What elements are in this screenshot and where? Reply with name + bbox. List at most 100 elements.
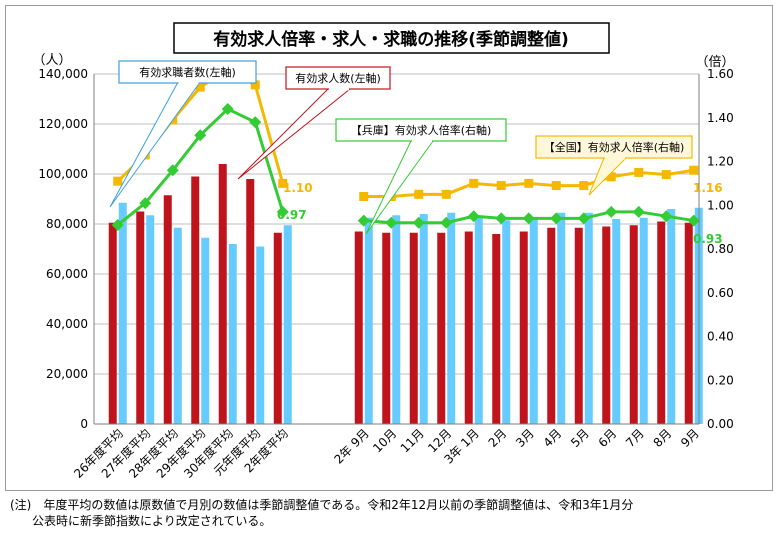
series-point bbox=[195, 82, 205, 92]
footnote: (注) 年度平均の数値は原数値で月別の数値は季節調整値である。令和2年12月以前… bbox=[10, 497, 775, 529]
series-point bbox=[689, 165, 699, 175]
x-tick-label: 10月 bbox=[370, 426, 399, 455]
bar-seekers bbox=[529, 219, 538, 424]
title-box bbox=[173, 22, 610, 54]
series-point bbox=[550, 212, 563, 225]
bar-offers bbox=[492, 234, 501, 424]
series-point bbox=[441, 189, 451, 199]
series-point bbox=[359, 192, 369, 201]
right-tick-label: 1.20 bbox=[707, 155, 734, 169]
bar-offers bbox=[437, 232, 446, 424]
series-point bbox=[551, 181, 561, 191]
series-line bbox=[116, 107, 285, 227]
series-point bbox=[467, 210, 480, 223]
footnote-line-2: 公表時に新季節指数により改定されている。 bbox=[32, 514, 272, 528]
series-point bbox=[166, 164, 179, 177]
left-tick-label: 60,000 bbox=[46, 267, 88, 281]
series-point bbox=[221, 103, 234, 115]
series-point bbox=[632, 205, 645, 218]
series-point bbox=[634, 167, 644, 177]
value-label-hyogo-last: 0.93 bbox=[693, 232, 723, 246]
x-tick-label: 3月 bbox=[513, 426, 537, 450]
right-tick-label: 1.60 bbox=[707, 67, 734, 81]
series-point bbox=[605, 205, 618, 218]
value-label-hyogo-fy: 0.97 bbox=[277, 208, 307, 222]
series-point bbox=[276, 205, 289, 218]
x-tick-label: 7月 bbox=[623, 426, 647, 450]
bar-seekers bbox=[283, 225, 292, 424]
axes bbox=[93, 74, 700, 425]
bar-offers bbox=[163, 195, 172, 424]
series-point bbox=[440, 216, 453, 229]
bar-seekers bbox=[256, 246, 265, 424]
bar-offers bbox=[602, 226, 611, 424]
value-label-national-last: 1.16 bbox=[693, 181, 723, 195]
x-tick-label: 11月 bbox=[398, 426, 427, 455]
left-tick-label: 100,000 bbox=[38, 167, 88, 181]
series-point bbox=[249, 116, 262, 129]
callout-seekers-joint bbox=[178, 81, 199, 85]
bar-seekers bbox=[228, 244, 237, 424]
left-tick-label: 140,000 bbox=[38, 67, 88, 81]
series-point bbox=[414, 189, 424, 199]
bar-offers bbox=[218, 164, 227, 424]
callout-hyogo-label: 【兵庫】有効求人倍率(右軸) bbox=[351, 123, 492, 137]
left-tick-label: 80,000 bbox=[46, 217, 88, 231]
left-axis-unit: （人） bbox=[32, 53, 71, 68]
series-point bbox=[687, 214, 700, 227]
bar-seekers bbox=[474, 217, 483, 424]
bar-offers bbox=[464, 231, 473, 424]
bars bbox=[108, 164, 703, 424]
footnote-line-1: (注) 年度平均の数値は原数値で月別の数値は季節調整値である。令和2年12月以前… bbox=[10, 498, 634, 512]
left-tick-label: 120,000 bbox=[38, 117, 88, 131]
series-point bbox=[469, 178, 479, 188]
bar-offers bbox=[657, 221, 666, 424]
right-tick-label: 0.40 bbox=[707, 330, 734, 344]
left-tick-label: 0 bbox=[80, 417, 88, 431]
series-point bbox=[139, 197, 152, 210]
series-point bbox=[495, 212, 508, 225]
bar-offers bbox=[273, 232, 282, 424]
bar-offers bbox=[136, 211, 145, 424]
series-point bbox=[577, 212, 590, 225]
right-tick-label: 1.00 bbox=[707, 198, 734, 212]
x-tick-label: 2月 bbox=[486, 426, 510, 450]
callout-offers-joint bbox=[329, 87, 349, 91]
bar-seekers bbox=[447, 212, 456, 424]
series-point bbox=[524, 178, 534, 188]
bar-seekers bbox=[364, 217, 373, 424]
chart: 0 20,000 40,000 60,000 80,000 100,000 120,000 1… bbox=[32, 22, 735, 481]
bar-seekers bbox=[639, 217, 648, 424]
callout-seekers-label: 有効求職者数(左軸) bbox=[139, 65, 236, 79]
series-point bbox=[660, 210, 673, 223]
bar-seekers bbox=[201, 237, 210, 424]
right-axis-unit: （倍） bbox=[695, 55, 734, 70]
series-point bbox=[113, 176, 123, 186]
series-point bbox=[579, 181, 589, 191]
callouts: 有効求職者数(左軸) 有効求人数(左軸) 【兵庫】有効求人倍率(右軸) 【全国】有効求… bbox=[109, 60, 693, 235]
series-point bbox=[412, 216, 425, 229]
lines bbox=[111, 65, 700, 231]
series-point bbox=[357, 214, 370, 227]
bar-offers bbox=[629, 225, 638, 424]
series-point bbox=[661, 170, 671, 180]
callout-hyogo-joint bbox=[412, 139, 432, 143]
x-tick-label: 8月 bbox=[651, 426, 675, 450]
series-point bbox=[250, 80, 260, 90]
bar-seekers bbox=[502, 220, 511, 424]
chart-title: 有効求人倍率・求人・求職の推移(季節調整値) bbox=[213, 29, 569, 50]
callout-seekers-pointer bbox=[109, 82, 201, 208]
bar-seekers bbox=[667, 209, 676, 424]
bar-offers bbox=[246, 179, 255, 424]
right-tick-label: 1.40 bbox=[707, 111, 734, 125]
bar-offers bbox=[108, 222, 117, 424]
x-tick-label: 2年 9月 bbox=[331, 426, 371, 466]
callout-offers-pointer bbox=[237, 88, 352, 180]
x-tick-label: 5月 bbox=[568, 426, 592, 450]
bar-offers bbox=[519, 231, 528, 424]
series-point bbox=[385, 216, 398, 229]
series-point bbox=[496, 181, 506, 191]
right-tick-label: 0.00 bbox=[707, 417, 734, 431]
bar-offers bbox=[354, 231, 363, 424]
bar-offers bbox=[547, 227, 556, 424]
